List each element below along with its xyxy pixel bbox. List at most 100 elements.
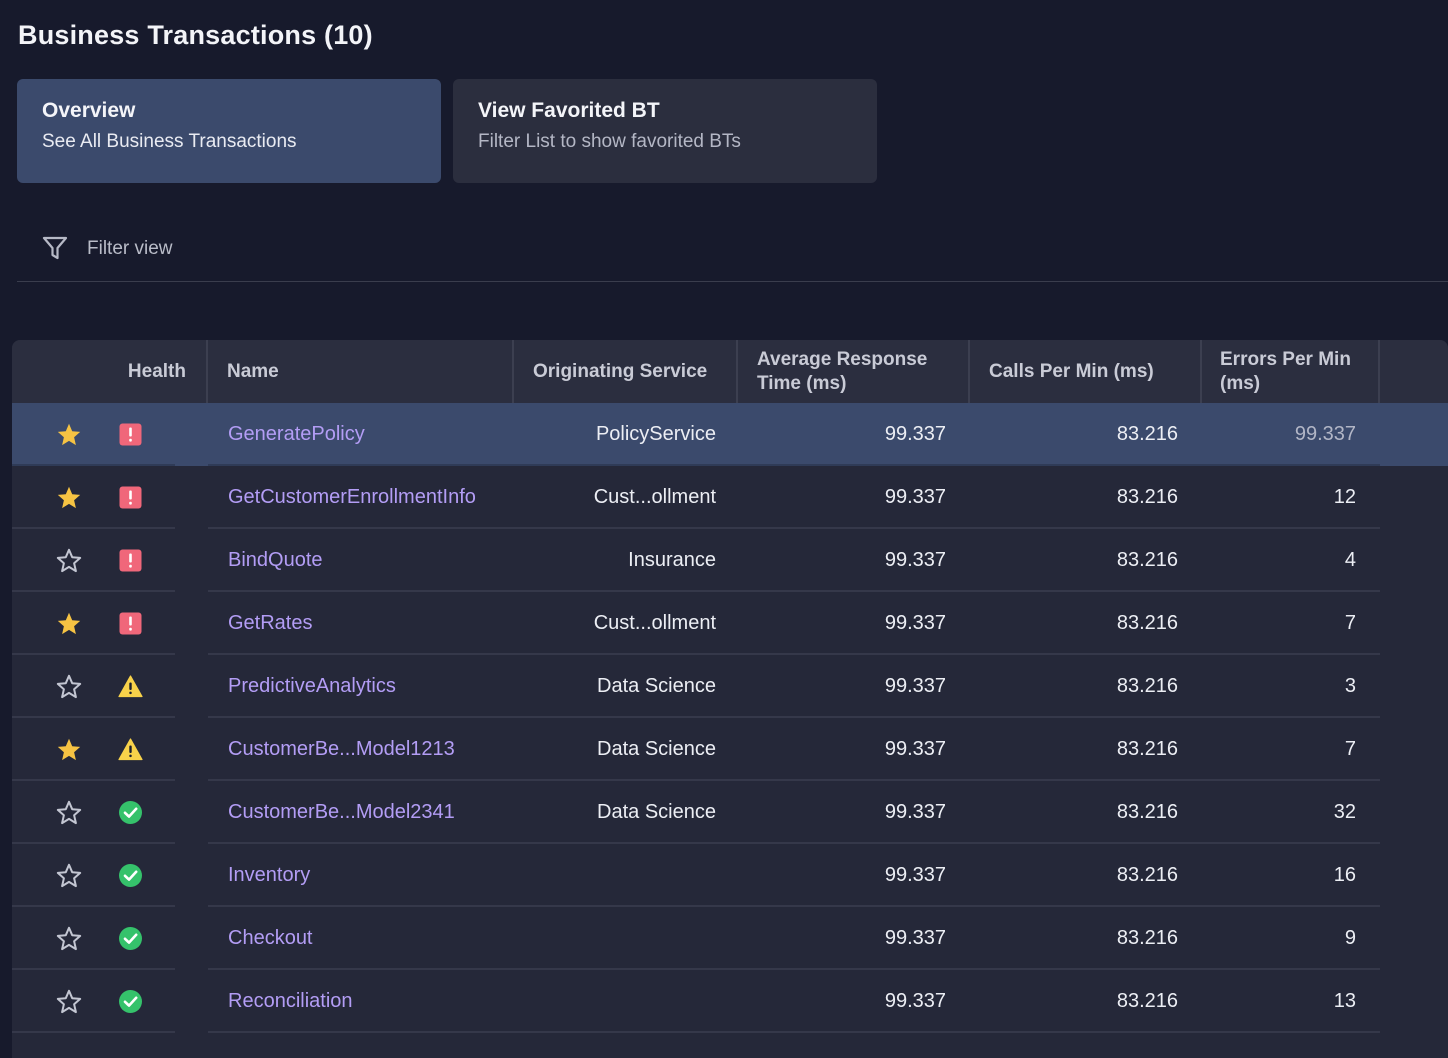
calls-per-min-cell: 83.216 [1116, 423, 1178, 445]
star-outline-icon[interactable] [55, 862, 83, 890]
column-header-errors-per-min-label: Errors Per Min (ms) [1220, 348, 1351, 394]
transaction-name-link[interactable]: PredictiveAnalytics [228, 675, 396, 697]
transaction-name-link[interactable]: Checkout [228, 927, 313, 949]
average-response-time-cell: 99.337 [884, 990, 946, 1012]
calls-per-min-cell: 83.216 [1116, 738, 1178, 760]
row-divider [208, 968, 1380, 970]
row-divider [208, 464, 1380, 466]
column-header-originating-service[interactable]: Originating Service [514, 340, 738, 403]
star-filled-icon[interactable] [55, 610, 83, 638]
table-row[interactable]: Reconciliation 99.337 83.216 13 [12, 970, 1448, 1033]
errors-per-min-cell: 7 [1344, 612, 1356, 634]
errors-per-min-cell: 9 [1344, 927, 1356, 949]
average-response-time-cell: 99.337 [884, 864, 946, 886]
business-transactions-table: Health Name Originating Service Average … [12, 340, 1448, 1058]
errors-per-min-cell: 32 [1333, 801, 1356, 823]
errors-per-min-cell: 4 [1344, 549, 1356, 571]
table-row[interactable]: PredictiveAnalytics Data Science 99.337 83.… [12, 655, 1448, 718]
average-response-time-cell: 99.337 [884, 675, 946, 697]
calls-per-min-cell: 83.216 [1116, 612, 1178, 634]
row-divider [12, 590, 175, 592]
star-filled-icon[interactable] [55, 421, 83, 449]
table-row[interactable]: Inventory 99.337 83.216 16 [12, 844, 1448, 907]
errors-per-min-cell: 99.337 [1294, 423, 1356, 445]
transaction-name-link[interactable]: GetCustomerEnrollmentInfo [228, 486, 476, 508]
originating-service-cell: Data Science [597, 675, 716, 697]
star-outline-icon[interactable] [55, 673, 83, 701]
overview-tab-subtitle: See All Business Transactions [42, 131, 297, 152]
overview-tab[interactable]: Overview See All Business Transactions [17, 79, 441, 183]
star-outline-icon[interactable] [55, 988, 83, 1016]
errors-per-min-cell: 3 [1344, 675, 1356, 697]
transaction-name-link[interactable]: CustomerBe...Model2341 [228, 801, 455, 823]
originating-service-cell: PolicyService [595, 423, 716, 445]
critical-alert-icon [119, 549, 142, 572]
column-header-name[interactable]: Name [208, 340, 514, 403]
row-divider [12, 1031, 175, 1033]
table-row[interactable]: Checkout 99.337 83.216 9 [12, 907, 1448, 970]
average-response-time-cell: 99.337 [884, 927, 946, 949]
check-circle-icon [119, 990, 142, 1013]
row-divider [12, 464, 175, 466]
transaction-name-link[interactable]: Reconciliation [228, 990, 353, 1012]
average-response-time-cell: 99.337 [884, 801, 946, 823]
check-circle-icon [119, 801, 142, 824]
star-outline-icon[interactable] [55, 799, 83, 827]
column-header-average-response-time-label: Average Response Time (ms) [757, 348, 928, 394]
errors-per-min-cell: 16 [1333, 864, 1356, 886]
filter-input[interactable] [85, 233, 489, 265]
row-divider [208, 1031, 1380, 1033]
transaction-name-link[interactable]: CustomerBe...Model1213 [228, 738, 455, 760]
column-header-average-response-time[interactable]: Average Response Time (ms) [738, 340, 970, 403]
calls-per-min-cell: 83.216 [1116, 864, 1178, 886]
column-header-calls-per-min[interactable]: Calls Per Min (ms) [970, 340, 1202, 403]
row-divider [208, 905, 1380, 907]
star-outline-icon[interactable] [55, 547, 83, 575]
table-row[interactable]: CustomerBe...Model1213 Data Science 99.337… [12, 718, 1448, 781]
table-row[interactable]: GetRates Cust...ollment 99.337 83.216 7 [12, 592, 1448, 655]
overview-tab-title: Overview [42, 99, 136, 122]
table-row[interactable]: GeneratePolicy PolicyService 99.337 83.216 9… [12, 403, 1448, 466]
row-divider [208, 779, 1380, 781]
transaction-name-link[interactable]: BindQuote [228, 549, 323, 571]
favorited-bt-tab-title: View Favorited BT [478, 99, 660, 122]
row-divider [208, 527, 1380, 529]
average-response-time-cell: 99.337 [884, 612, 946, 634]
calls-per-min-cell: 83.216 [1116, 549, 1178, 571]
transaction-name-link[interactable]: GetRates [228, 612, 313, 634]
table-row[interactable]: CustomerBe...Model2341 Data Science 99.337… [12, 781, 1448, 844]
star-filled-icon[interactable] [55, 484, 83, 512]
originating-service-cell [514, 970, 716, 1033]
calls-per-min-cell: 83.216 [1116, 675, 1178, 697]
critical-alert-icon [119, 612, 142, 635]
calls-per-min-cell: 83.216 [1116, 486, 1178, 508]
transaction-name-link[interactable]: GeneratePolicy [228, 423, 365, 445]
transaction-name-link[interactable]: Inventory [228, 864, 311, 886]
row-divider [12, 527, 175, 529]
warning-icon [118, 738, 143, 761]
filter-bar [17, 215, 1448, 282]
originating-service-cell: Cust...ollment [593, 612, 716, 634]
warning-icon [118, 675, 143, 698]
row-divider [12, 653, 175, 655]
row-divider [208, 590, 1380, 592]
table-row[interactable]: GetCustomerEnrollmentInfo Cust...ollment 9… [12, 466, 1448, 529]
page-title: Business Transactions (10) [18, 20, 373, 50]
row-divider [208, 842, 1380, 844]
calls-per-min-cell: 83.216 [1116, 801, 1178, 823]
check-circle-icon [119, 864, 142, 887]
star-outline-icon[interactable] [55, 925, 83, 953]
critical-alert-icon [119, 423, 142, 446]
table-row[interactable]: BindQuote Insurance 99.337 83.216 4 [12, 529, 1448, 592]
row-divider [208, 716, 1380, 718]
calls-per-min-cell: 83.216 [1116, 990, 1178, 1012]
row-divider [12, 842, 175, 844]
row-divider [12, 716, 175, 718]
originating-service-cell [514, 907, 716, 970]
star-filled-icon[interactable] [55, 736, 83, 764]
column-header-errors-per-min[interactable]: Errors Per Min (ms) [1202, 340, 1380, 403]
average-response-time-cell: 99.337 [884, 423, 946, 445]
column-header-health[interactable]: Health [12, 340, 208, 403]
originating-service-cell: Cust...ollment [593, 486, 716, 508]
favorited-bt-tab[interactable]: View Favorited BT Filter List to show fa… [453, 79, 877, 183]
